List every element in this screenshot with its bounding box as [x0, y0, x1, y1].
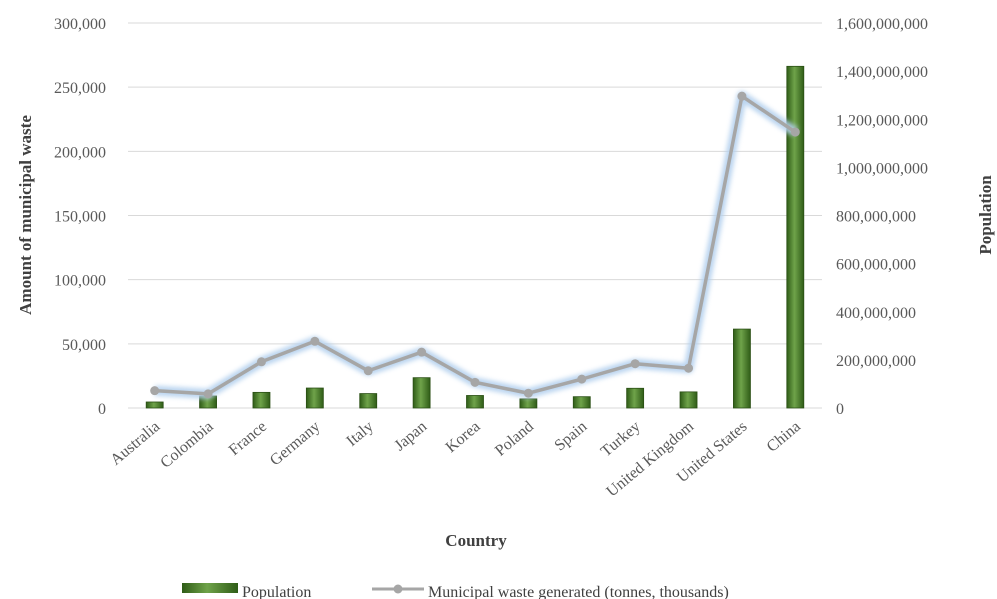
waste-line — [154, 94, 797, 396]
legend-swatch-marker — [393, 584, 403, 594]
legend-label-waste: Municipal waste generated (tonnes, thous… — [428, 584, 729, 599]
x-tick-label: Italy — [343, 418, 376, 450]
x-tick-label: France — [226, 418, 270, 459]
population-bar — [733, 328, 751, 409]
x-tick-label: Colombia — [157, 418, 216, 472]
population-bar — [679, 391, 698, 409]
waste-point — [577, 374, 587, 384]
left-axis-ticks: 0 50,000 100,000 150,000 200,000 250,000 300,0… — [54, 16, 106, 418]
y2-tick-label: 600,000,000 — [836, 257, 916, 274]
waste-point — [417, 347, 427, 357]
population-bar — [359, 393, 378, 409]
legend-swatch-bar — [182, 583, 238, 593]
legend: Population Municipal waste generated (to… — [182, 583, 729, 599]
x-tick-label: Turkey — [598, 418, 644, 460]
y2-tick-label: 1,400,000,000 — [836, 64, 928, 81]
y2-tick-label: 200,000,000 — [836, 353, 916, 370]
population-bar — [252, 391, 271, 409]
waste-point — [737, 91, 747, 101]
y2-axis-title: Population — [976, 175, 995, 255]
y-axis-title: Amount of municipal waste — [16, 115, 35, 315]
x-tick-label: China — [764, 418, 804, 456]
waste-line-glow — [154, 91, 799, 399]
y2-tick-label: 0 — [836, 401, 844, 418]
waste-point — [684, 363, 694, 373]
y-tick-label: 0 — [98, 401, 106, 418]
x-tick-label: Korea — [443, 418, 484, 456]
population-bar — [786, 65, 805, 409]
population-bar — [572, 396, 591, 409]
population-bar — [626, 387, 645, 409]
waste-point — [256, 357, 266, 367]
legend-item-waste: Municipal waste generated (tonnes, thous… — [372, 584, 729, 599]
waste-point — [150, 386, 160, 396]
x-tick-label: Japan — [391, 418, 430, 454]
waste-point — [790, 127, 800, 137]
y2-tick-label: 800,000,000 — [836, 209, 916, 226]
legend-item-population: Population — [182, 583, 311, 599]
population-bar — [145, 401, 164, 409]
y-tick-label: 200,000 — [54, 144, 106, 161]
y-tick-label: 50,000 — [62, 337, 106, 354]
waste-line-series — [150, 91, 800, 399]
legend-label-population: Population — [242, 584, 311, 599]
y2-tick-label: 1,600,000,000 — [836, 16, 928, 33]
y-tick-label: 150,000 — [54, 209, 106, 226]
gridlines — [128, 22, 822, 409]
population-bars — [145, 65, 805, 409]
y2-tick-label: 1,200,000,000 — [836, 112, 928, 129]
waste-point — [203, 389, 213, 399]
y2-tick-label: 400,000,000 — [836, 305, 916, 322]
population-bar — [466, 395, 484, 409]
waste-point — [523, 388, 533, 398]
x-tick-label: Australia — [107, 418, 163, 469]
waste-point — [310, 336, 320, 346]
right-axis-ticks: 0 200,000,000 400,000,000 600,000,000 800,00… — [836, 16, 928, 418]
population-bar — [519, 398, 538, 409]
waste-point — [630, 359, 640, 369]
x-tick-label: Germany — [267, 418, 324, 469]
y-tick-label: 300,000 — [54, 16, 106, 33]
x-axis-title: Country — [445, 531, 507, 550]
y-tick-label: 100,000 — [54, 273, 106, 290]
x-tick-label: Poland — [492, 418, 537, 460]
population-bar — [412, 377, 431, 409]
y-tick-label: 250,000 — [54, 80, 106, 97]
population-bar — [305, 387, 324, 409]
waste-point — [363, 366, 373, 376]
waste-point — [470, 377, 480, 387]
y2-tick-label: 1,000,000,000 — [836, 160, 928, 177]
x-tick-label: Spain — [551, 418, 590, 454]
